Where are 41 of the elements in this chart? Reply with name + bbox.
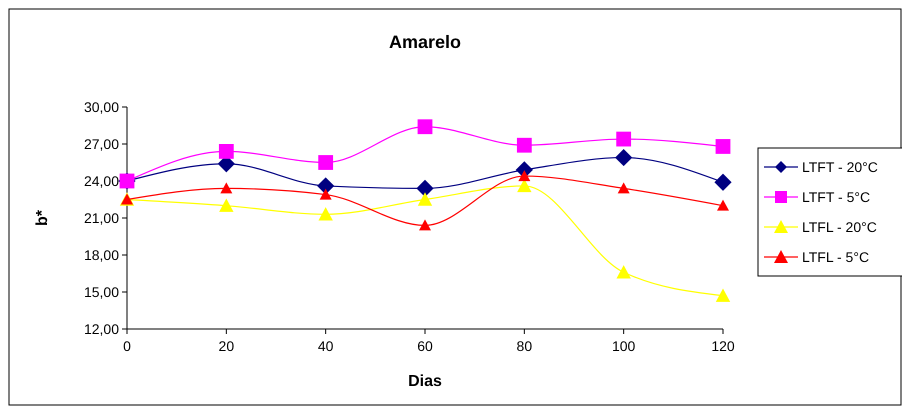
point (219, 198, 234, 212)
x-tick-label: 120 (711, 338, 735, 354)
y-tick-label: 18,00 (84, 246, 120, 263)
point (618, 182, 630, 194)
x-axis-title: Dias (408, 373, 442, 390)
y-tick-label: 24,00 (84, 172, 120, 189)
legend-label: LTFT - 5°C (802, 188, 870, 205)
y-tick-label: 15,00 (84, 284, 120, 300)
point (418, 119, 432, 134)
point (615, 148, 632, 166)
point (714, 174, 732, 191)
point (616, 265, 631, 278)
x-tick-label: 20 (218, 338, 234, 354)
y-tick-label: 27,00 (84, 136, 120, 152)
x-tick-label: 0 (123, 338, 132, 354)
point (419, 219, 431, 230)
legend-label: LTFL - 20°C (802, 218, 877, 235)
point (318, 207, 333, 220)
point (516, 138, 532, 153)
point (518, 170, 530, 182)
legend-label: LTFT - 20°C (802, 158, 878, 175)
x-tick-label: 40 (318, 338, 334, 354)
point (416, 180, 434, 197)
y-axis-title: b* (34, 209, 51, 226)
point (220, 182, 232, 194)
chart-title: Amarelo (388, 32, 462, 52)
y-tick-label: 21,00 (84, 210, 120, 226)
point (716, 139, 730, 154)
x-tick-label: 100 (612, 338, 636, 354)
point (717, 200, 729, 211)
y-tick-label: 30,00 (84, 98, 120, 115)
y-tick-label: 12,00 (84, 320, 120, 337)
point (318, 155, 334, 170)
point (716, 288, 730, 302)
x-tick-label: 80 (516, 338, 532, 354)
point (320, 188, 332, 200)
point (616, 132, 632, 146)
point (218, 144, 234, 159)
legend-label: LTFL - 5°C (802, 248, 870, 265)
point (418, 192, 432, 206)
x-tick-label: 60 (417, 338, 433, 354)
